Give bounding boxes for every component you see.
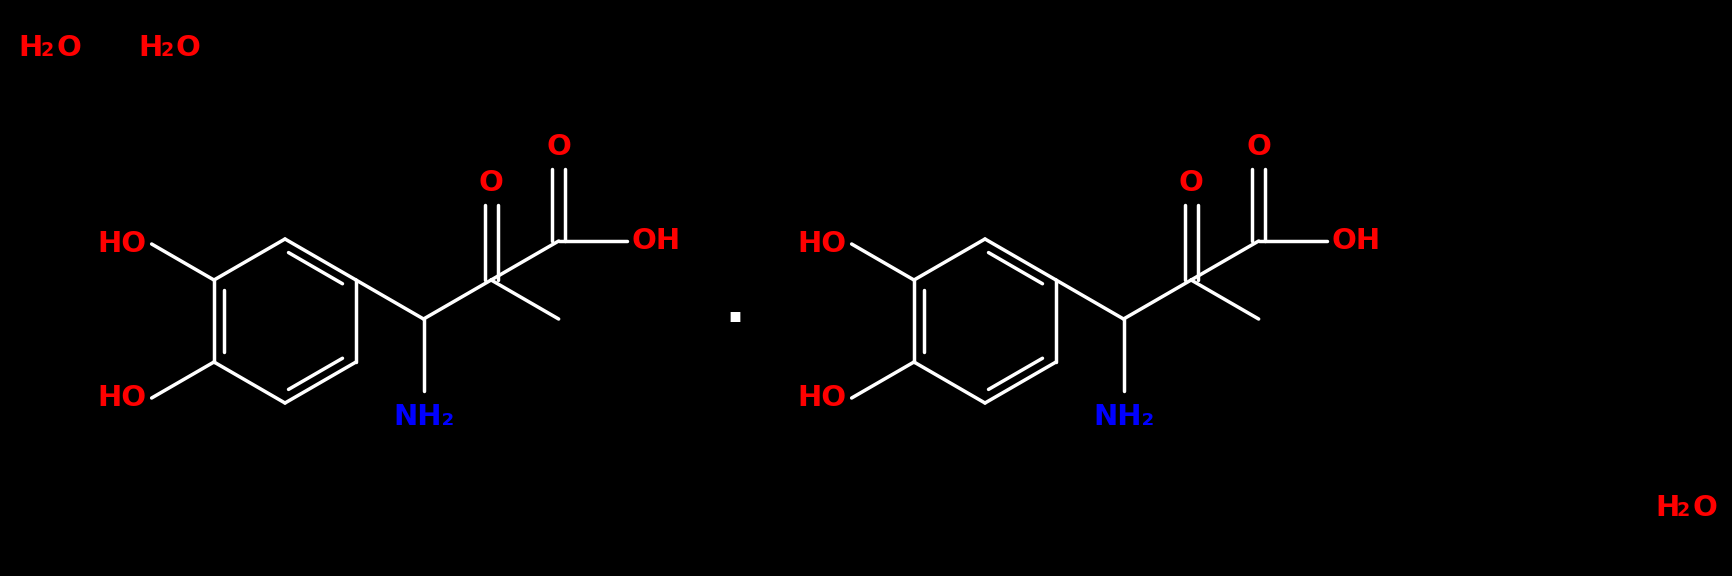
Text: O: O: [1179, 169, 1204, 197]
Text: HO: HO: [797, 384, 847, 412]
Text: 2: 2: [40, 41, 54, 60]
Text: 2: 2: [1677, 501, 1690, 520]
Text: ·: ·: [724, 294, 745, 348]
Text: O: O: [546, 133, 572, 161]
Text: O: O: [478, 169, 504, 197]
Text: NH₂: NH₂: [1093, 403, 1154, 431]
Text: OH: OH: [1332, 227, 1380, 255]
Text: HO: HO: [97, 384, 147, 412]
Text: HO: HO: [97, 230, 147, 258]
Text: OH: OH: [632, 227, 681, 255]
Text: H: H: [1656, 494, 1680, 522]
Text: 2: 2: [159, 41, 173, 60]
Text: H: H: [17, 34, 42, 62]
Text: O: O: [177, 34, 201, 62]
Text: H: H: [139, 34, 163, 62]
Text: NH₂: NH₂: [393, 403, 454, 431]
Text: O: O: [55, 34, 81, 62]
Text: O: O: [1247, 133, 1271, 161]
Text: HO: HO: [797, 230, 847, 258]
Text: O: O: [1692, 494, 1718, 522]
